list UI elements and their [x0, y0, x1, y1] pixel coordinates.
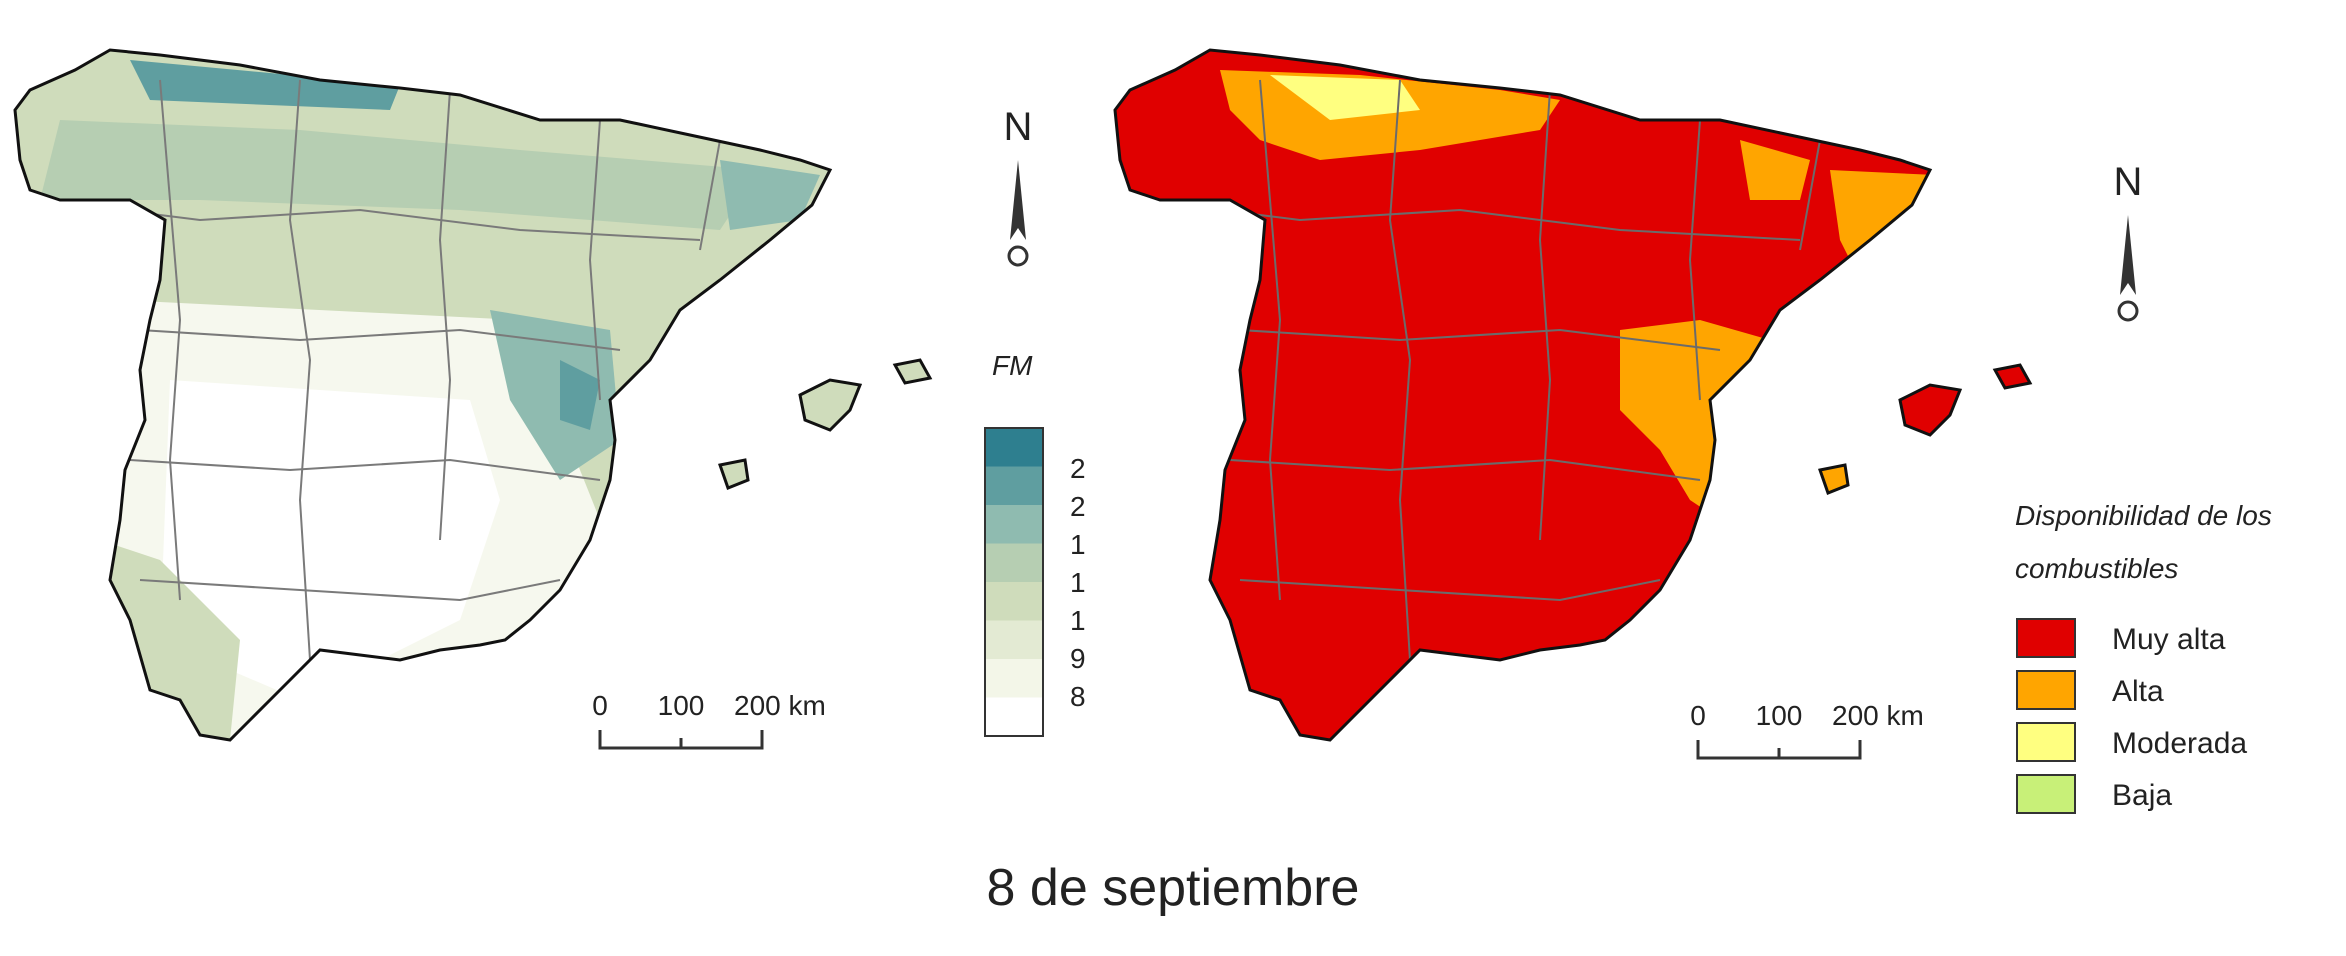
legend-label-alta: Alta	[2112, 675, 2164, 708]
fm-legend-labels: 2 2 1 1 1 9 8	[1070, 453, 1086, 712]
fm-legend-swatches	[985, 428, 1043, 737]
north-arrow-icon	[1010, 160, 1026, 240]
left-map-fm-shading	[40, 60, 820, 740]
zone-moderada-north	[1270, 75, 1420, 120]
legend-swatch	[2016, 670, 2076, 710]
fm-legend-label: 2	[1070, 491, 1086, 522]
legend-label-muy-alta: Muy alta	[2112, 623, 2226, 656]
fm-legend-swatch	[985, 505, 1043, 544]
right-map: N 0 100 200 km Disponibilidad de los com…	[1113, 48, 2272, 814]
right-map-balearic-islands	[1818, 363, 2033, 495]
fm-legend-swatch	[985, 620, 1043, 660]
scale-bar-line	[598, 730, 764, 750]
right-scale-bar: 0 100 200 km	[1690, 700, 1924, 760]
fm-legend-label: 1	[1070, 567, 1086, 598]
scale-tick-100: 100	[658, 690, 705, 721]
availability-legend-title-line1: Disponibilidad de los	[2015, 500, 2272, 531]
zone-alta-catalonia	[1830, 170, 1930, 280]
fm-legend-title: FM	[992, 350, 1033, 381]
legend-label-moderada: Moderada	[2112, 727, 2247, 760]
fm-legend-swatch	[985, 659, 1043, 698]
legend-swatch	[2016, 722, 2076, 762]
fm-legend-label: 1	[1070, 529, 1086, 560]
scale-tick-200: 200 km	[1832, 700, 1924, 731]
availability-legend-title-line2: combustibles	[2015, 553, 2178, 584]
left-map: N 0 100 200 km FM 2 2 1 1 1 9 8	[13, 48, 1086, 750]
scale-bar-line	[1696, 740, 1862, 760]
fm-legend-swatch	[985, 466, 1043, 506]
scale-tick-200: 200 km	[734, 690, 826, 721]
map-date-caption: 8 de septiembre	[986, 859, 1360, 917]
fm-legend-label: 2	[1070, 453, 1086, 484]
right-map-land	[1115, 50, 1930, 740]
availability-legend: Disponibilidad de los combustibles Muy a…	[2015, 500, 2272, 814]
legend-label-baja: Baja	[2112, 779, 2172, 812]
fm-legend: FM 2 2 1 1 1 9 8	[984, 350, 1086, 737]
legend-swatch	[2016, 618, 2076, 658]
fm-legend-label: 8	[1070, 681, 1086, 712]
right-map-province-borders	[1139, 79, 1821, 661]
fm-legend-swatch	[985, 582, 1043, 621]
legend-swatch	[2016, 774, 2076, 814]
north-arrow-circle	[2117, 300, 2139, 322]
scale-tick-100: 100	[1756, 700, 1803, 731]
scale-tick-0: 0	[1690, 700, 1706, 731]
left-scale-bar: 0 100 200 km	[592, 690, 826, 750]
fm-legend-swatch	[985, 697, 1043, 737]
fm-legend-frame	[984, 427, 1044, 737]
left-map-balearic-islands	[718, 358, 933, 490]
scale-tick-0: 0	[592, 690, 608, 721]
north-arrow-icon	[2120, 215, 2136, 295]
right-north-arrow: N	[2114, 160, 2143, 322]
left-north-arrow: N	[1004, 105, 1033, 267]
availability-legend-swatches	[2016, 618, 2076, 814]
north-arrow-circle	[1007, 245, 1029, 267]
fm-legend-label: 9	[1070, 643, 1086, 674]
fm-legend-swatch	[985, 543, 1043, 583]
fm-legend-swatch	[985, 428, 1043, 467]
north-label: N	[2114, 160, 2143, 204]
zone-alta-northeast	[1740, 140, 1810, 200]
fm-legend-label: 1	[1070, 605, 1086, 636]
north-label: N	[1004, 105, 1033, 149]
